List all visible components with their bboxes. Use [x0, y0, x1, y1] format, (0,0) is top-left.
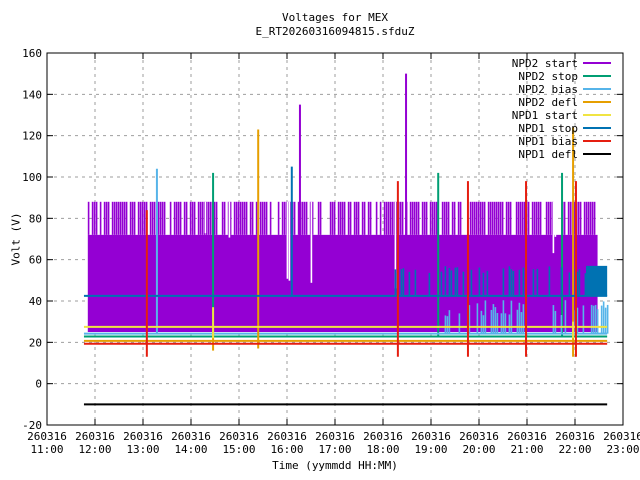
x-tick-date: 260316 — [27, 430, 67, 443]
legend-item-npd1-start: NPD1 start — [512, 109, 611, 122]
y-tick-label: 140 — [22, 88, 42, 101]
x-tick-time: 22:00 — [558, 443, 591, 456]
x-tick-date: 260316 — [267, 430, 307, 443]
x-tick-time: 17:00 — [318, 443, 351, 456]
legend-item-npd2-start: NPD2 start — [512, 57, 611, 70]
x-axis-label: Time (yymmdd HH:MM) — [272, 459, 398, 472]
x-tick-time: 12:00 — [78, 443, 111, 456]
x-tick-date: 260316 — [555, 430, 595, 443]
legend-item-npd1-defl: NPD1 defl — [518, 148, 611, 161]
x-tick-date: 260316 — [459, 430, 499, 443]
x-tick-date: 260316 — [315, 430, 355, 443]
legend-label: NPD1 bias — [518, 135, 578, 148]
chart-title: Voltages for MEX — [282, 11, 388, 24]
legend-label: NPD2 defl — [518, 96, 578, 109]
legend-item-npd1-bias: NPD1 bias — [518, 135, 611, 148]
y-tick-label: 120 — [22, 130, 42, 143]
x-tick-time: 20:00 — [462, 443, 495, 456]
y-tick-label: 0 — [35, 378, 42, 391]
series-npd1-start — [83, 307, 608, 339]
x-tick-date: 260316 — [171, 430, 211, 443]
y-tick-label: 80 — [29, 212, 42, 225]
y-tick-label: 160 — [22, 47, 42, 60]
x-tick-time: 19:00 — [414, 443, 447, 456]
y-tick-label: 40 — [29, 295, 42, 308]
legend-label: NPD2 bias — [518, 83, 578, 96]
x-tick-time: 23:00 — [606, 443, 639, 456]
x-tick-date: 260316 — [75, 430, 115, 443]
y-tick-label: -20 — [22, 419, 42, 432]
series-npd2-defl — [83, 127, 608, 357]
legend-label: NPD1 start — [512, 109, 578, 122]
x-tick-time: 18:00 — [366, 443, 399, 456]
title-block: Voltages for MEX E_RT20260316094815.sfdu… — [256, 11, 415, 39]
legend-item-npd1-stop: NPD1 stop — [518, 122, 611, 135]
legend-label: NPD2 start — [512, 57, 578, 70]
x-tick-date: 260316 — [219, 430, 259, 443]
legend-label: NPD1 defl — [518, 148, 578, 161]
y-tick-label: 100 — [22, 171, 42, 184]
x-tick-time: 21:00 — [510, 443, 543, 456]
series-npd2-start — [87, 73, 598, 332]
x-tick-time: 15:00 — [222, 443, 255, 456]
axes — [46, 52, 624, 426]
legend-item-npd2-bias: NPD2 bias — [518, 83, 611, 96]
y-tick-label: 60 — [29, 254, 42, 267]
x-tick-time: 13:00 — [126, 443, 159, 456]
x-tick-date: 260316 — [411, 430, 451, 443]
series-npd2-bias — [83, 168, 609, 335]
x-tick-date: 260316 — [123, 430, 163, 443]
legend-item-npd2-defl: NPD2 defl — [518, 96, 611, 109]
legend-label: NPD2 stop — [518, 70, 578, 83]
x-tick-date: 260316 — [363, 430, 403, 443]
legend-label: NPD1 stop — [518, 122, 578, 135]
series-npd1-bias — [83, 181, 608, 357]
x-tick-time: 14:00 — [174, 443, 207, 456]
x-tick-date: 260316 — [603, 430, 640, 443]
x-tick-date: 260316 — [507, 430, 547, 443]
y-tick-label: 20 — [29, 336, 42, 349]
x-tick-time: 16:00 — [270, 443, 303, 456]
x-tick-time: 11:00 — [30, 443, 63, 456]
chart-subtitle: E_RT20260316094815.sfduZ — [255, 25, 415, 38]
legend-item-npd2-stop: NPD2 stop — [518, 70, 611, 83]
tick-labels: 26031611:0026031612:0026031613:002603161… — [22, 47, 640, 456]
